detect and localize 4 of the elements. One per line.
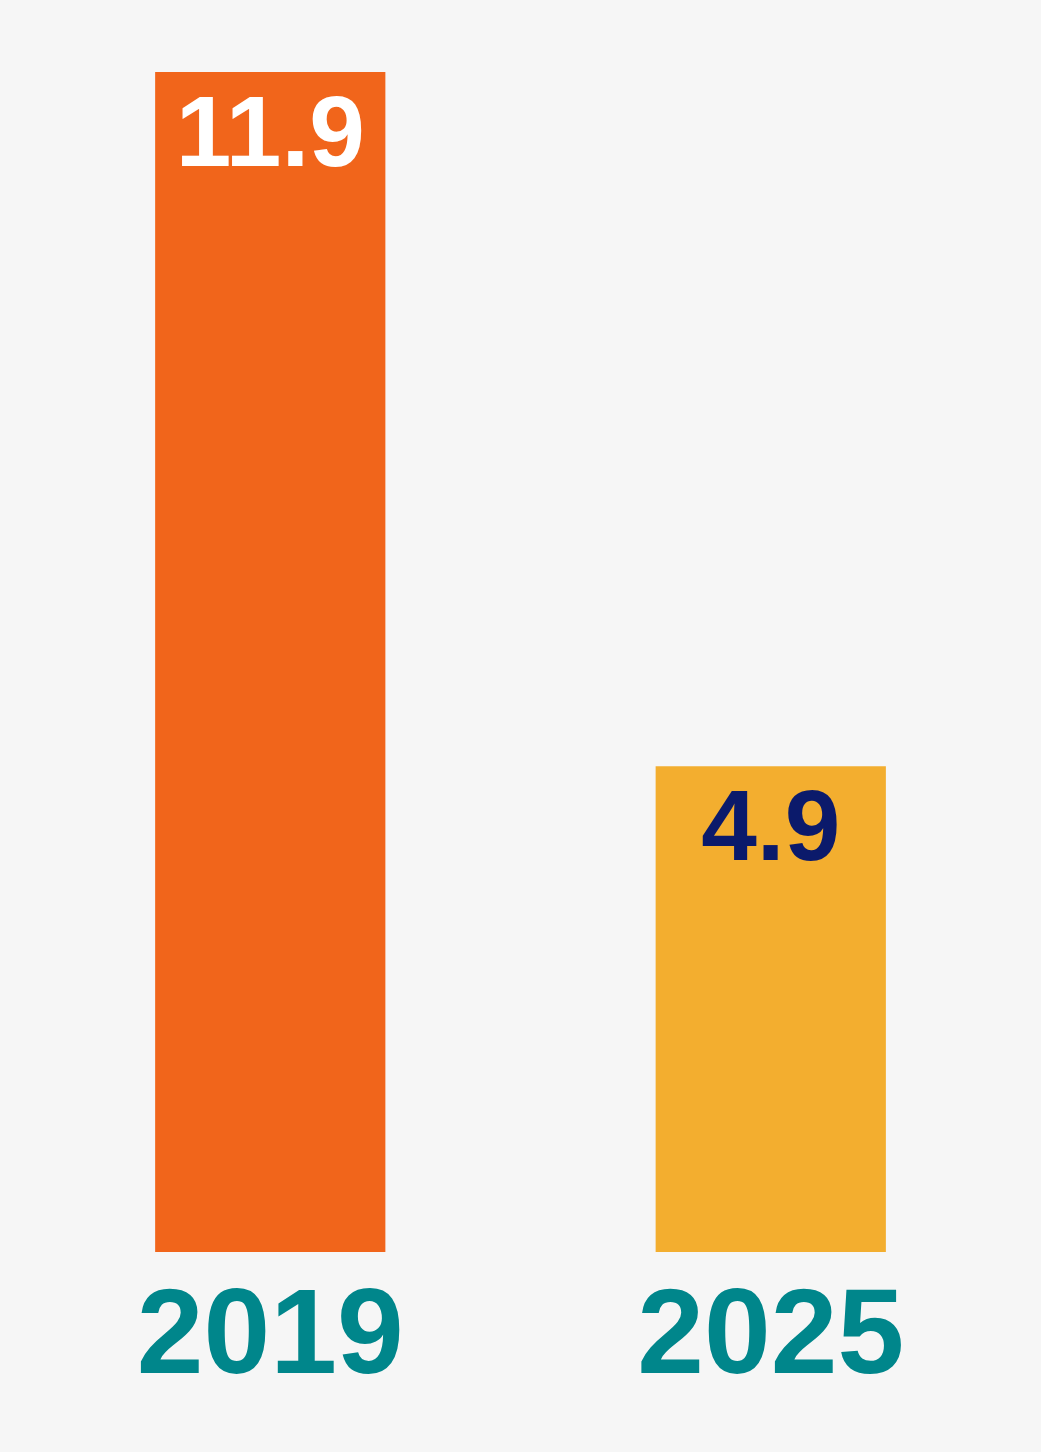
x-tick-label: 2025 — [637, 1264, 905, 1398]
x-tick-label: 2019 — [136, 1264, 404, 1398]
data-label: 11.9 — [175, 75, 365, 188]
data-label: 4.9 — [701, 769, 841, 882]
